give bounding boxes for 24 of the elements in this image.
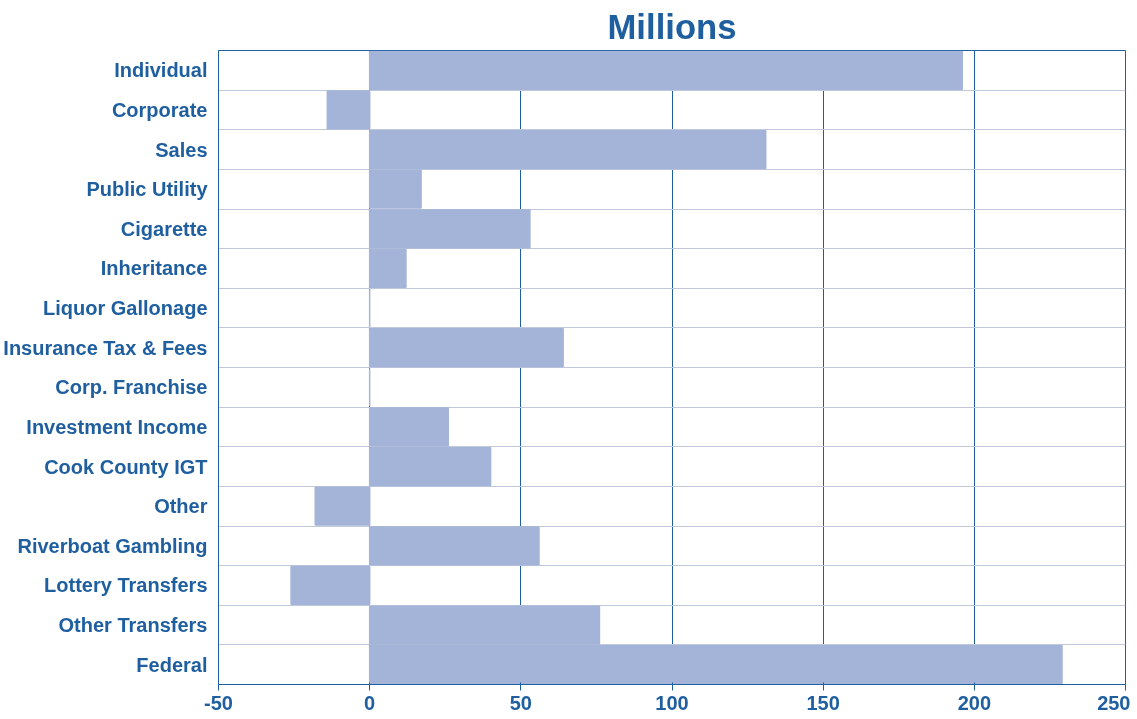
chart-title: Millions [607,7,737,46]
y-tick-label: Investment Income [26,415,208,438]
x-tick-label: 100 [655,691,689,714]
y-tick-label: Inheritance [100,257,208,280]
y-tick-label: Individual [114,59,208,82]
y-tick-label: Corp. Franchise [55,376,208,399]
y-tick-label: Corporate [111,98,208,121]
y-tick-label: Liquor Gallonage [43,297,208,320]
x-tick-label: 250 [1097,691,1131,714]
y-tick-label: Riverboat Gambling [17,534,208,557]
y-tick-label: Other [154,495,208,518]
y-tick-label: Public Utility [86,178,209,201]
y-tick-label: Cigarette [120,217,208,240]
x-tick-label: 150 [806,691,840,714]
x-tick-label: 0 [364,691,376,714]
y-tick-label: Federal [136,653,208,676]
y-tick-label: Other Transfers [58,614,208,637]
x-tick-label: 200 [957,691,992,714]
y-tick-label: Lottery Transfers [44,574,208,597]
x-tick-label: -50 [204,691,233,714]
y-tick-label: Cook County IGT [44,455,208,478]
y-tick-label: Sales [155,138,208,161]
y-tick-label: Insurance Tax & Fees [3,336,208,359]
x-tick-label: 50 [509,691,532,714]
